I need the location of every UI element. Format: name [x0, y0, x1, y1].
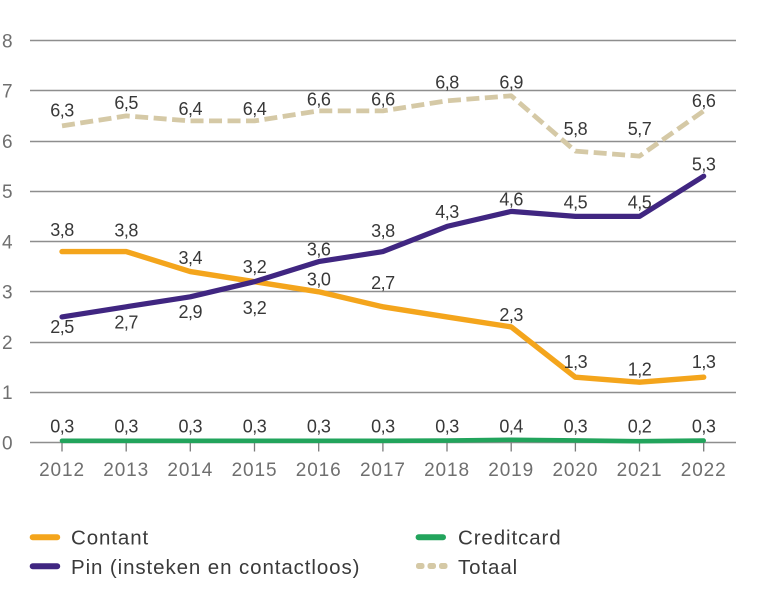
svg-text:2,3: 2,3: [499, 305, 523, 325]
svg-text:2018: 2018: [424, 460, 470, 481]
svg-text:3: 3: [2, 283, 13, 304]
svg-text:1: 1: [2, 383, 13, 404]
svg-text:4,3: 4,3: [435, 202, 459, 222]
svg-text:2016: 2016: [296, 460, 342, 481]
svg-text:2014: 2014: [167, 460, 213, 481]
svg-text:2,5: 2,5: [50, 317, 74, 337]
svg-text:2013: 2013: [103, 460, 149, 481]
svg-text:6,4: 6,4: [243, 99, 267, 119]
svg-text:2019: 2019: [488, 460, 534, 481]
svg-text:6,6: 6,6: [692, 91, 716, 111]
svg-text:2,7: 2,7: [114, 312, 138, 332]
svg-text:6,8: 6,8: [435, 72, 459, 92]
svg-text:0,3: 0,3: [564, 416, 588, 436]
svg-text:2020: 2020: [552, 460, 598, 481]
svg-text:0,3: 0,3: [371, 416, 395, 436]
svg-text:3,6: 3,6: [307, 240, 331, 260]
svg-text:6,5: 6,5: [114, 93, 138, 113]
svg-text:2022: 2022: [681, 460, 727, 481]
svg-text:Totaal: Totaal: [458, 556, 518, 579]
svg-text:5,3: 5,3: [692, 155, 716, 175]
svg-text:2021: 2021: [617, 460, 663, 481]
svg-text:7: 7: [2, 82, 13, 103]
svg-text:1,3: 1,3: [692, 352, 716, 372]
svg-text:0,2: 0,2: [628, 416, 652, 436]
svg-text:4,5: 4,5: [628, 193, 652, 213]
svg-text:0: 0: [2, 433, 13, 454]
svg-text:3,4: 3,4: [179, 248, 203, 268]
svg-text:1,2: 1,2: [628, 360, 652, 380]
svg-text:0,3: 0,3: [307, 416, 331, 436]
svg-text:2017: 2017: [360, 460, 406, 481]
svg-text:0,3: 0,3: [114, 416, 138, 436]
svg-text:3,2: 3,2: [243, 257, 267, 277]
svg-text:2,7: 2,7: [371, 273, 395, 293]
svg-text:5,7: 5,7: [628, 119, 652, 139]
svg-text:0,4: 0,4: [499, 416, 523, 436]
svg-text:Creditcard: Creditcard: [458, 527, 562, 550]
svg-text:6,9: 6,9: [499, 72, 523, 92]
svg-text:1,3: 1,3: [564, 352, 588, 372]
svg-text:4,6: 4,6: [499, 190, 523, 210]
svg-text:4,5: 4,5: [564, 193, 588, 213]
svg-text:0,3: 0,3: [692, 416, 716, 436]
svg-text:2015: 2015: [232, 460, 278, 481]
svg-text:3,2: 3,2: [243, 298, 267, 318]
svg-text:0,3: 0,3: [435, 416, 459, 436]
svg-text:3,8: 3,8: [371, 221, 395, 241]
svg-text:3,8: 3,8: [114, 221, 138, 241]
svg-text:5: 5: [2, 182, 13, 203]
svg-text:6,6: 6,6: [371, 90, 395, 110]
svg-text:6: 6: [2, 132, 13, 153]
svg-text:4: 4: [2, 232, 13, 253]
svg-text:6,6: 6,6: [307, 90, 331, 110]
svg-text:6,3: 6,3: [50, 101, 74, 121]
svg-text:2,9: 2,9: [179, 302, 203, 322]
svg-text:3,0: 3,0: [307, 269, 331, 289]
svg-text:5,8: 5,8: [564, 119, 588, 139]
svg-text:8: 8: [2, 31, 13, 52]
svg-text:2: 2: [2, 333, 13, 354]
svg-text:0,3: 0,3: [50, 416, 74, 436]
svg-text:0,3: 0,3: [179, 416, 203, 436]
svg-text:3,8: 3,8: [50, 220, 74, 240]
svg-text:Contant: Contant: [71, 527, 149, 550]
svg-text:Pin (insteken en contactloos): Pin (insteken en contactloos): [71, 556, 360, 579]
svg-text:0,3: 0,3: [243, 416, 267, 436]
svg-text:2012: 2012: [39, 460, 85, 481]
svg-text:6,4: 6,4: [179, 99, 203, 119]
